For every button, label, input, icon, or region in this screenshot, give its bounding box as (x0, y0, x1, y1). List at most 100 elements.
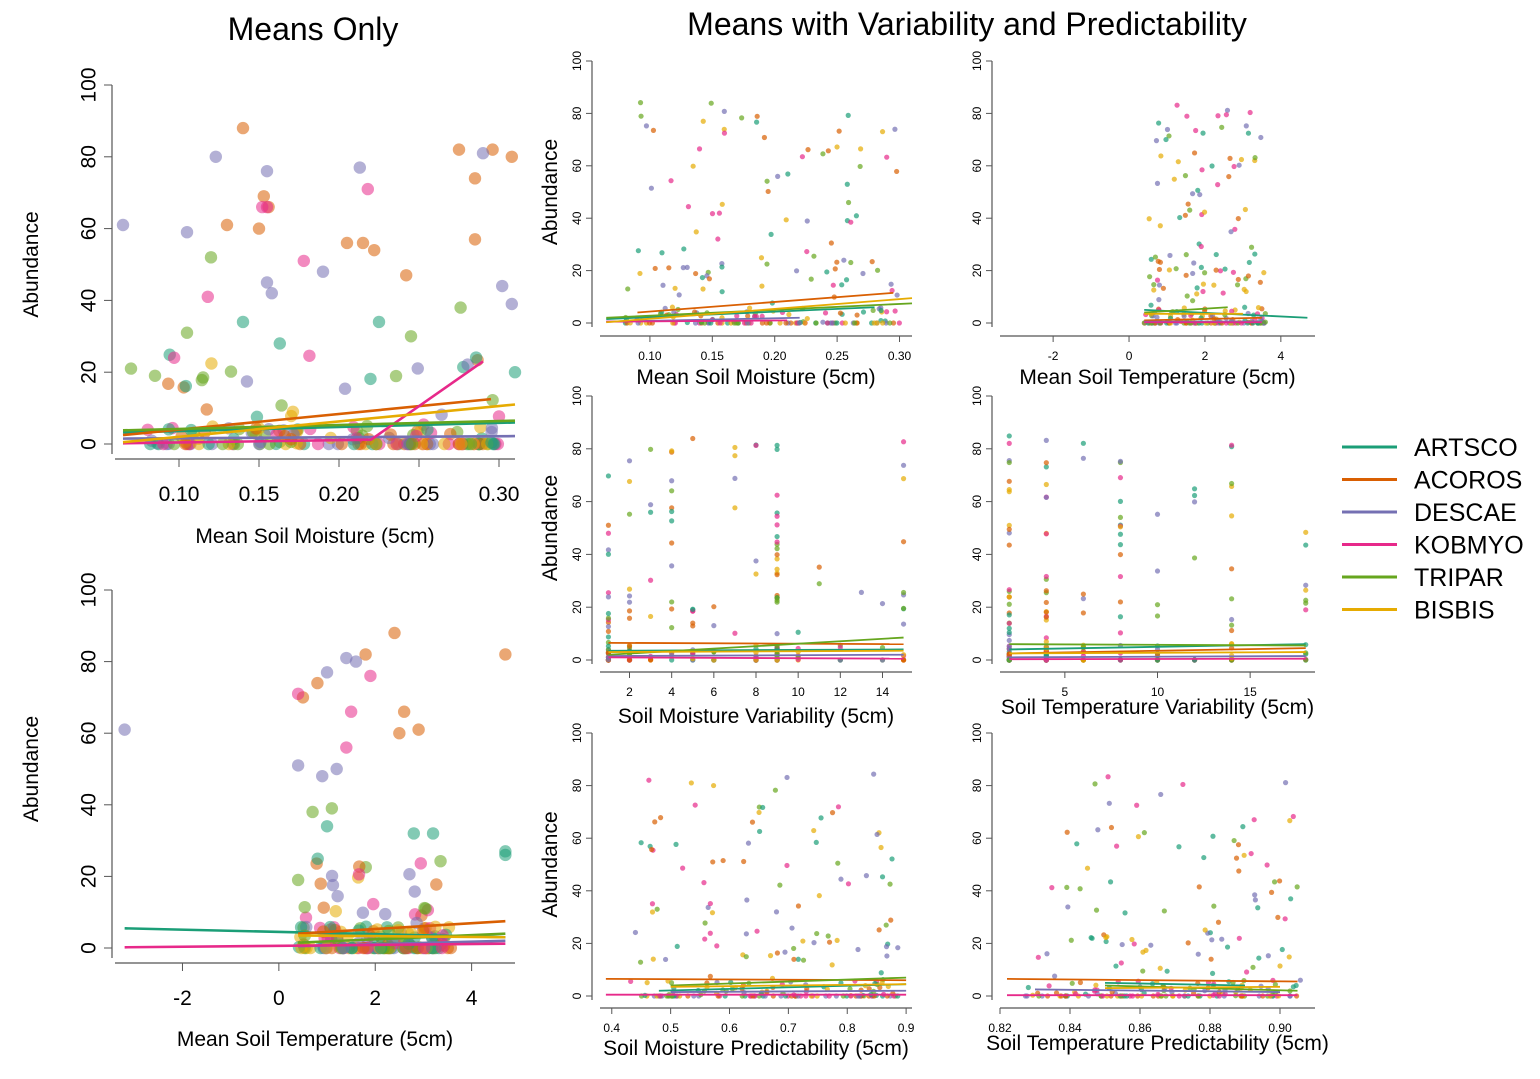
point-artsco (273, 337, 286, 350)
x-tick-label: 0.8 (839, 1021, 856, 1035)
point-kobmyo (685, 204, 692, 210)
point-acoros (774, 950, 781, 956)
y-axis-label: Abundance (539, 475, 562, 581)
point-artsco (813, 839, 819, 846)
point-bisbis (1229, 513, 1235, 519)
y-axis-label: Abundance (539, 139, 562, 245)
point-artsco (839, 282, 845, 288)
point-acoros (1183, 272, 1189, 278)
point-kobmyo (1043, 573, 1049, 580)
point-acoros (761, 134, 768, 141)
point-tripar (1182, 173, 1189, 179)
point-artsco (236, 315, 250, 329)
point-descae (505, 297, 518, 311)
point-acoros (866, 986, 872, 992)
point-acoros (649, 846, 655, 853)
point-descae (732, 475, 738, 482)
point-tripar (1161, 908, 1167, 914)
point-tripar (167, 437, 181, 451)
point-tripar (808, 276, 814, 282)
points (628, 771, 901, 999)
point-kobmyo (1247, 109, 1253, 116)
point-tripar (654, 906, 660, 912)
point-descae (1190, 270, 1196, 277)
point-kobmyo (344, 705, 358, 718)
point-bisbis (672, 285, 678, 291)
point-tripar (1234, 282, 1241, 288)
point-descae (796, 320, 802, 326)
point-tripar (791, 945, 797, 952)
point-descae (684, 264, 690, 270)
point-bisbis (753, 571, 759, 577)
point-artsco (1117, 614, 1124, 620)
x-tick-label: 2 (626, 685, 633, 699)
x-tick-label: 10 (791, 685, 805, 699)
x-tick-label: 0.5 (662, 1021, 679, 1035)
y-axis-label: Abundance (20, 211, 43, 317)
point-acoros (900, 539, 907, 545)
point-kobmyo (680, 865, 686, 871)
point-artsco (659, 250, 665, 256)
point-descae (1224, 107, 1231, 113)
point-descae (884, 953, 890, 959)
point-acoros (669, 505, 675, 511)
point-artsco (699, 274, 706, 281)
fit-lines (606, 291, 913, 324)
point-artsco (372, 315, 386, 329)
point-artsco (1177, 214, 1183, 221)
point-acoros (393, 727, 406, 740)
point-acoros (652, 819, 658, 825)
point-descae (900, 621, 907, 627)
point-tripar (1231, 837, 1237, 844)
x-tick-label: 0.15 (701, 349, 725, 363)
point-tripar (1294, 884, 1300, 890)
point-kobmyo (1232, 226, 1238, 232)
point-descae (680, 265, 686, 271)
point-descae (743, 931, 749, 937)
point-tripar (764, 178, 770, 184)
point-bisbis (1211, 282, 1217, 288)
point-descae (871, 771, 877, 777)
point-tripar (637, 100, 644, 106)
point-descae (1252, 897, 1258, 903)
point-artsco (1198, 264, 1204, 271)
point-descae (804, 218, 810, 224)
point-descae (325, 869, 339, 883)
point-kobmyo (692, 802, 698, 808)
point-artsco (879, 874, 886, 880)
point-tripar (1093, 907, 1100, 913)
point-descae (426, 437, 440, 451)
point-tripar (1229, 622, 1235, 628)
point-kobmyo (1229, 442, 1235, 448)
point-artsco (202, 437, 215, 451)
point-tripar (405, 437, 419, 451)
point-descae (883, 944, 890, 950)
point-artsco (1256, 955, 1262, 961)
point-descae (721, 108, 727, 114)
point-tripar (702, 920, 708, 926)
point-descae (874, 831, 880, 838)
point-descae (1158, 791, 1164, 798)
point-bisbis (285, 409, 298, 423)
x-tick-label: 0.10 (638, 349, 662, 363)
y-tick-label: 60 (570, 159, 584, 173)
y-tick-label: 40 (570, 547, 584, 561)
point-artsco (818, 815, 824, 821)
point-artsco (1164, 968, 1170, 974)
point-kobmyo (605, 530, 612, 536)
point-bisbis (880, 320, 886, 326)
point-acoros (505, 150, 518, 163)
point-bisbis (1143, 947, 1149, 953)
point-tripar (1190, 298, 1196, 304)
point-artsco (1191, 492, 1198, 499)
point-tripar (298, 900, 311, 914)
point-kobmyo (1290, 813, 1296, 820)
point-kobmyo (1229, 308, 1235, 314)
point-tripar (638, 113, 644, 119)
point-acoros (832, 266, 838, 272)
point-tripar (777, 882, 783, 888)
point-kobmyo (1154, 277, 1161, 283)
point-descae (879, 600, 886, 607)
fit-lines (124, 919, 506, 949)
